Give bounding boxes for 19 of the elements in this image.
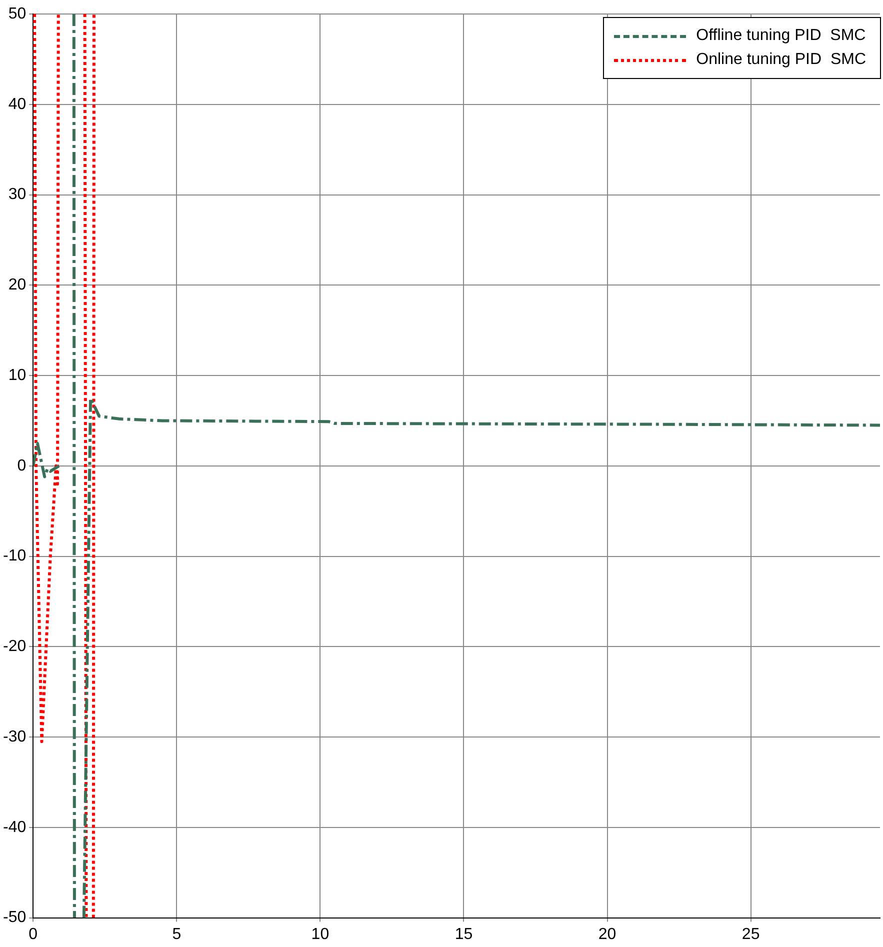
- y-tick-label: -20: [3, 638, 26, 656]
- x-tick-label: 0: [28, 926, 38, 943]
- y-tick-label: 50: [8, 5, 26, 22]
- y-tick-label: -40: [3, 818, 26, 836]
- x-tick-label: 15: [454, 926, 473, 943]
- y-tick-label: 10: [8, 366, 26, 384]
- x-tick-label: 20: [598, 926, 616, 943]
- y-tick-label: -50: [3, 909, 26, 926]
- x-tick-label: 25: [742, 926, 760, 943]
- y-tick-label: 0: [17, 457, 26, 474]
- y-tick-label: -10: [3, 548, 26, 565]
- y-tick-label: -30: [3, 728, 26, 746]
- x-tick-label: 5: [172, 926, 182, 943]
- y-tick-label: 30: [8, 186, 26, 204]
- legend-label: Online tuning PID SMC: [696, 51, 866, 69]
- x-tick-label: 10: [311, 926, 330, 943]
- y-tick-label: 40: [8, 96, 26, 113]
- legend-label: Offline tuning PID SMC: [696, 27, 866, 45]
- y-tick-label: 20: [8, 276, 26, 294]
